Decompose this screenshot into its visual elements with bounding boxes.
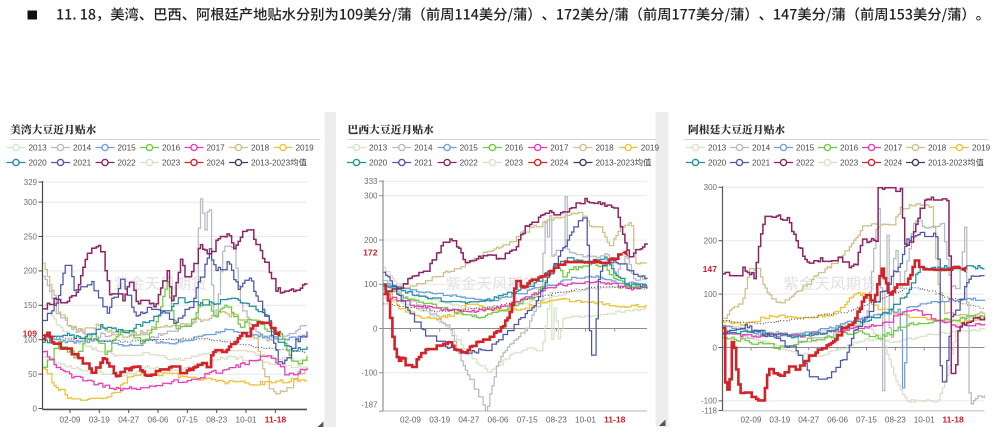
svg-text:2013-2023: 2013-2023 bbox=[928, 159, 968, 168]
svg-text:2018: 2018 bbox=[928, 144, 947, 153]
svg-text:10-01: 10-01 bbox=[236, 416, 257, 425]
svg-text:11-18: 11-18 bbox=[265, 415, 287, 425]
svg-text:150: 150 bbox=[24, 301, 38, 310]
svg-text:2021: 2021 bbox=[752, 159, 771, 168]
svg-text:10-01: 10-01 bbox=[575, 416, 596, 425]
svg-text:08-23: 08-23 bbox=[546, 416, 567, 425]
svg-text:2020: 2020 bbox=[708, 159, 727, 168]
svg-text:329: 329 bbox=[24, 178, 38, 187]
svg-text:147: 147 bbox=[703, 264, 718, 274]
svg-text:06-06: 06-06 bbox=[827, 416, 848, 425]
svg-text:06-06: 06-06 bbox=[148, 416, 169, 425]
svg-text:03-19: 03-19 bbox=[769, 416, 790, 425]
svg-text:2013: 2013 bbox=[369, 144, 388, 153]
svg-text:200: 200 bbox=[704, 237, 718, 246]
svg-text:2019: 2019 bbox=[972, 144, 991, 153]
svg-text:50: 50 bbox=[28, 370, 37, 379]
svg-text:100: 100 bbox=[704, 290, 718, 299]
svg-text:07-15: 07-15 bbox=[177, 416, 198, 425]
svg-text:2017: 2017 bbox=[550, 144, 569, 153]
svg-text:2018: 2018 bbox=[251, 144, 270, 153]
svg-text:2013-2023: 2013-2023 bbox=[251, 159, 291, 168]
svg-text:172: 172 bbox=[363, 247, 378, 257]
svg-text:250: 250 bbox=[24, 232, 38, 241]
svg-text:02-09: 02-09 bbox=[400, 416, 421, 425]
svg-text:03-19: 03-19 bbox=[429, 416, 450, 425]
svg-text:2015: 2015 bbox=[118, 144, 137, 153]
svg-text:2016: 2016 bbox=[840, 144, 859, 153]
svg-text:100: 100 bbox=[364, 280, 378, 289]
svg-text:2024: 2024 bbox=[207, 159, 226, 168]
svg-text:2017: 2017 bbox=[884, 144, 903, 153]
svg-text:333: 333 bbox=[364, 177, 378, 186]
svg-text:2024: 2024 bbox=[550, 159, 569, 168]
svg-text:02-09: 02-09 bbox=[741, 416, 762, 425]
svg-text:04-27: 04-27 bbox=[118, 416, 139, 425]
svg-text:300: 300 bbox=[24, 198, 38, 207]
svg-text:2015: 2015 bbox=[460, 144, 479, 153]
svg-text:11-18: 11-18 bbox=[942, 415, 964, 425]
svg-text:200: 200 bbox=[364, 236, 378, 245]
svg-text:2024: 2024 bbox=[884, 159, 903, 168]
svg-text:2022: 2022 bbox=[460, 159, 479, 168]
svg-text:2018: 2018 bbox=[596, 144, 615, 153]
svg-text:0: 0 bbox=[33, 404, 38, 413]
svg-text:2021: 2021 bbox=[73, 159, 92, 168]
svg-text:2023: 2023 bbox=[505, 159, 524, 168]
svg-text:300: 300 bbox=[364, 192, 378, 201]
svg-text:2013: 2013 bbox=[29, 144, 48, 153]
svg-text:2017: 2017 bbox=[207, 144, 226, 153]
svg-text:2021: 2021 bbox=[414, 159, 433, 168]
svg-text:-100: -100 bbox=[701, 397, 718, 406]
svg-text:07-15: 07-15 bbox=[517, 416, 538, 425]
svg-text:2020: 2020 bbox=[369, 159, 388, 168]
svg-text:2022: 2022 bbox=[796, 159, 815, 168]
svg-text:109: 109 bbox=[23, 329, 38, 339]
svg-text:02-09: 02-09 bbox=[60, 416, 81, 425]
svg-text:2019: 2019 bbox=[641, 144, 660, 153]
svg-text:08-23: 08-23 bbox=[885, 416, 906, 425]
svg-text:07-15: 07-15 bbox=[856, 416, 877, 425]
svg-text:0: 0 bbox=[713, 343, 718, 352]
svg-text:08-23: 08-23 bbox=[206, 416, 227, 425]
svg-text:2022: 2022 bbox=[118, 159, 137, 168]
svg-text:11-18: 11-18 bbox=[604, 415, 626, 425]
svg-text:2023: 2023 bbox=[162, 159, 181, 168]
svg-text:-187: -187 bbox=[361, 401, 378, 410]
svg-text:2013-2023: 2013-2023 bbox=[596, 159, 636, 168]
svg-text:2023: 2023 bbox=[840, 159, 859, 168]
svg-text:2020: 2020 bbox=[29, 159, 48, 168]
svg-text:10-01: 10-01 bbox=[914, 416, 935, 425]
svg-text:06-06: 06-06 bbox=[488, 416, 509, 425]
svg-text:04-27: 04-27 bbox=[798, 416, 819, 425]
svg-text:-100: -100 bbox=[361, 369, 378, 378]
svg-text:-118: -118 bbox=[702, 406, 718, 415]
svg-text:2014: 2014 bbox=[414, 144, 433, 153]
svg-text:2014: 2014 bbox=[752, 144, 771, 153]
svg-text:200: 200 bbox=[24, 267, 38, 276]
svg-text:2016: 2016 bbox=[505, 144, 524, 153]
svg-text:100: 100 bbox=[24, 336, 38, 345]
svg-text:2019: 2019 bbox=[296, 144, 315, 153]
svg-text:2015: 2015 bbox=[796, 144, 815, 153]
svg-text:0: 0 bbox=[373, 324, 378, 333]
svg-text:03-19: 03-19 bbox=[89, 416, 110, 425]
svg-text:04-27: 04-27 bbox=[458, 416, 479, 425]
svg-text:2014: 2014 bbox=[73, 144, 92, 153]
svg-text:2016: 2016 bbox=[162, 144, 181, 153]
svg-text:2013: 2013 bbox=[708, 144, 727, 153]
svg-text:300: 300 bbox=[704, 183, 718, 192]
